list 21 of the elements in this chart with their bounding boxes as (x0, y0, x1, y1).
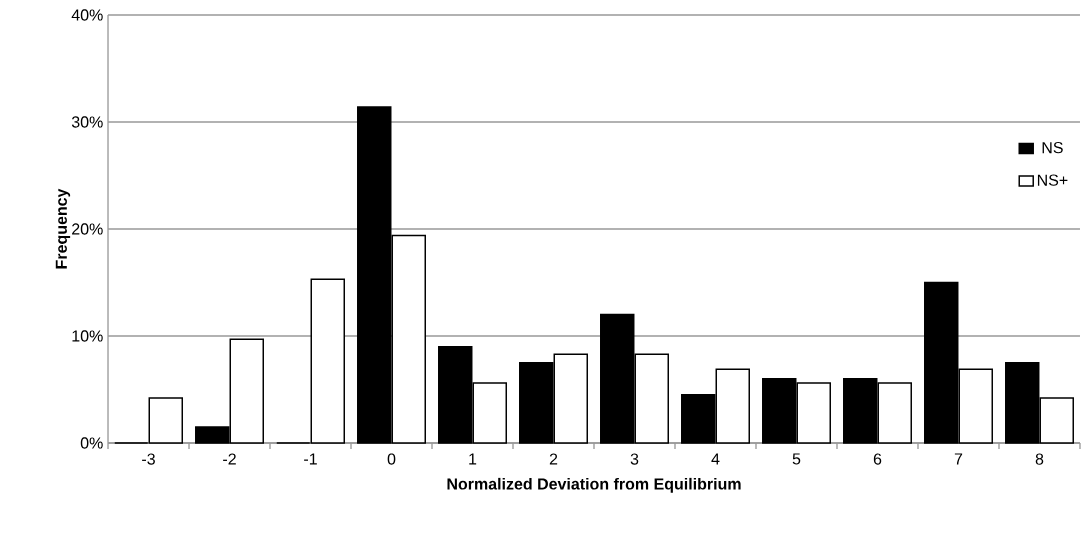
legend-label: NS (1042, 141, 1063, 154)
x-tick-label: 1 (469, 453, 477, 465)
x-tick-label: 6 (873, 453, 882, 465)
x-tick-label: 3 (630, 453, 639, 465)
x-tick-label: 5 (792, 453, 801, 465)
legend-label: NS+ (1037, 174, 1068, 186)
x-tick-label: -2 (223, 453, 236, 465)
x-tick-label: 4 (711, 453, 720, 465)
x-tick-label: -3 (142, 453, 155, 465)
x-tick-label: 2 (549, 453, 558, 465)
x-tick-label: -1 (304, 453, 317, 465)
y-tick-label: 10% (72, 330, 103, 342)
x-tick-label: 8 (1035, 453, 1044, 465)
y-tick-label: 30% (71, 116, 103, 128)
y-axis-title: Frequency (55, 188, 71, 269)
y-tick-label: 40% (71, 9, 103, 21)
x-tick-label: 7 (954, 453, 963, 465)
x-axis-title: Normalized Deviation from Equilibrium (447, 477, 741, 493)
x-tick-label: 0 (387, 453, 396, 465)
y-tick-label: 20% (72, 223, 103, 235)
y-tick-label: 0% (80, 437, 103, 449)
